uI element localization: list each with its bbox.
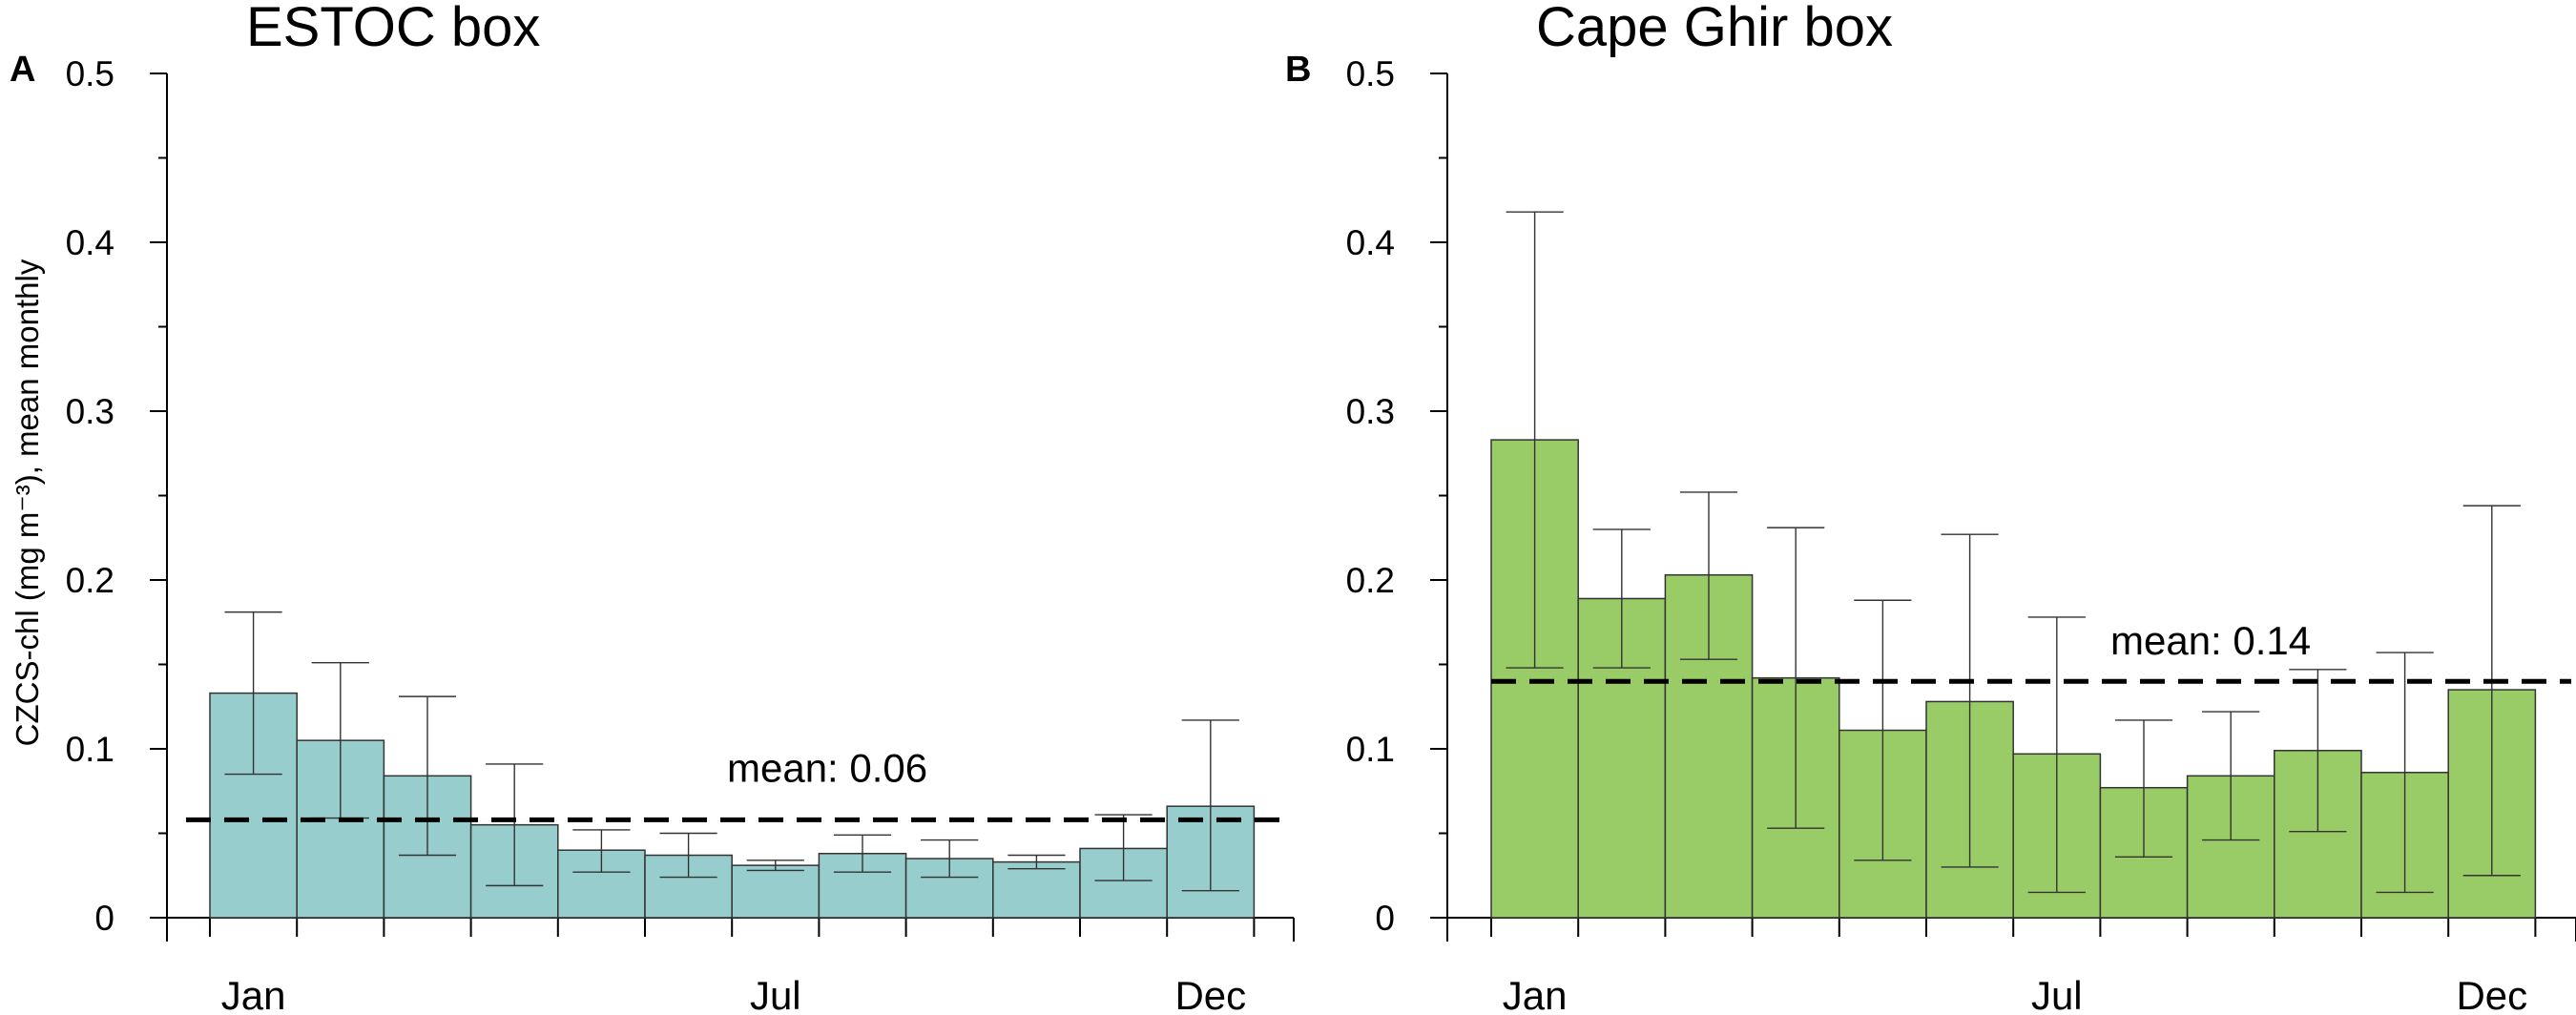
y-tick-label: 0	[1375, 899, 1395, 938]
y-tick-label: 0.3	[1346, 392, 1395, 431]
y-tick-label: 0.1	[66, 730, 114, 769]
y-axis-label: CZCS-chl (mg m⁻³), mean monthly	[10, 259, 45, 746]
y-tick-label: 0.4	[66, 223, 114, 262]
y-tick-label: 0.4	[1346, 223, 1395, 262]
mean-label: mean: 0.14	[2110, 618, 2311, 663]
x-tick-label-jan: Jan	[1503, 973, 1568, 1015]
bar-oct	[992, 860, 1081, 919]
y-tick-label: 0.5	[66, 54, 114, 93]
y-tick-label: 0.5	[1346, 54, 1395, 93]
y-tick-label: 0.1	[1346, 730, 1395, 769]
panel-letter: B	[1285, 50, 1311, 90]
y-tick-label: 0.2	[66, 561, 114, 600]
panel-letter: A	[10, 50, 35, 90]
x-tick-label-dec: Dec	[1174, 973, 1246, 1015]
chart-title: Cape Ghir box	[1536, 0, 1893, 58]
mean-label: mean: 0.06	[727, 745, 927, 790]
x-tick-label-jul: Jul	[750, 973, 801, 1015]
panel-cape-ghir: B Cape Ghir box 0 0.1 0.2 0.3 0.4 0.5 mean: 0.14…	[1285, 0, 2576, 1015]
bar-jul	[731, 864, 821, 919]
x-tick-label-jan: Jan	[221, 973, 286, 1015]
x-tick-label-dec: Dec	[2456, 973, 2527, 1015]
y-tick-label: 0.3	[66, 392, 114, 431]
y-tick-label: 0.2	[1346, 561, 1395, 600]
chart-title: ESTOC box	[246, 0, 540, 58]
y-tick-label: 0	[94, 899, 114, 938]
x-tick-label-jul: Jul	[2031, 973, 2083, 1015]
panel-estoc: A ESTOC box 0 0.1 0.2 0.3 0.4 0.5 mean: 0.06 Jan J…	[10, 0, 1295, 1015]
